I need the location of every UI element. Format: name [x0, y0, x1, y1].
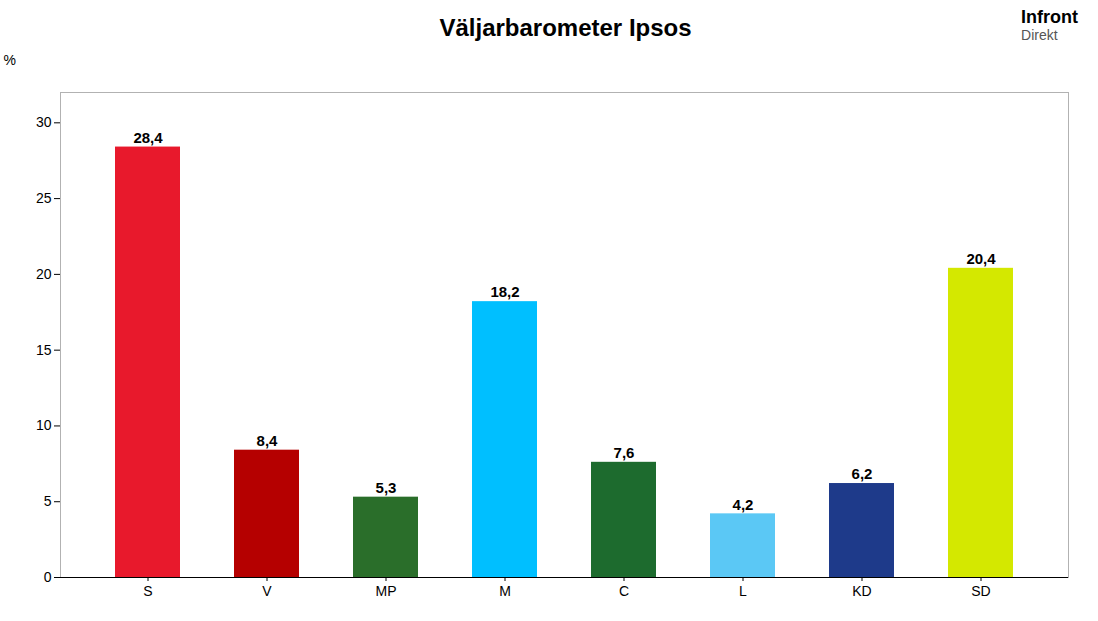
svg-text:30: 30	[36, 114, 52, 130]
svg-text:5: 5	[44, 493, 52, 509]
svg-text:10: 10	[36, 417, 52, 433]
svg-text:5,3: 5,3	[376, 479, 397, 496]
svg-text:S: S	[143, 583, 152, 599]
svg-text:7,6: 7,6	[614, 444, 635, 461]
svg-text:6,2: 6,2	[852, 465, 873, 482]
svg-text:M: M	[499, 583, 511, 599]
svg-text:4,2: 4,2	[733, 496, 754, 513]
svg-text:20: 20	[36, 266, 52, 282]
svg-text:L: L	[739, 583, 747, 599]
svg-text:28,4: 28,4	[133, 129, 163, 146]
svg-text:KD: KD	[852, 583, 871, 599]
html-text:Väljarbarometer Ipsos: Väljarbarometer Ipsos	[439, 14, 692, 41]
svg-text:0: 0	[44, 569, 52, 585]
svg-text:%: %	[4, 52, 16, 68]
html-text:Infront: Infront	[1021, 7, 1078, 27]
svg-text:18,2: 18,2	[490, 283, 519, 300]
svg-text:15: 15	[36, 342, 52, 358]
svg-text:MP: MP	[376, 583, 397, 599]
svg-text:25: 25	[36, 190, 52, 206]
svg-text:SD: SD	[971, 583, 990, 599]
svg-text:C: C	[619, 583, 629, 599]
svg-text:20,4: 20,4	[966, 250, 996, 267]
html-text:Direkt: Direkt	[1021, 26, 1058, 43]
svg-text:8,4: 8,4	[257, 432, 279, 449]
svg-text:V: V	[262, 583, 272, 599]
